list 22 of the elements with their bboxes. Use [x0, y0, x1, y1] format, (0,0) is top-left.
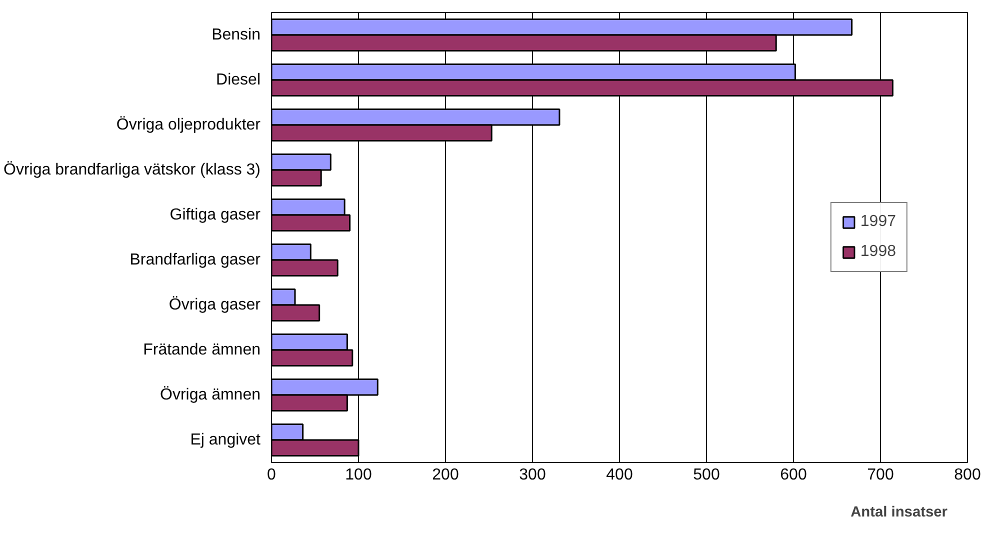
- x-tick-label: 400: [606, 466, 633, 484]
- y-tick-label: Ej angivet: [190, 432, 262, 448]
- legend-label: 1997: [860, 213, 896, 231]
- y-tick-label: Brandfarliga gaser: [130, 252, 262, 268]
- x-axis-title: Antal insatser: [850, 504, 948, 520]
- legend-label: 1998: [860, 243, 896, 261]
- x-tick-label: 100: [345, 466, 372, 484]
- y-tick-label: Giftiga gaser: [170, 206, 262, 224]
- y-tick-label: Bensin: [212, 26, 260, 44]
- x-tick-label: 600: [780, 466, 807, 484]
- x-tick-label: 500: [693, 466, 720, 484]
- y-tick-label: Övriga brandfarliga vätskor (klass 3): [4, 160, 260, 178]
- y-tick-label: Övriga oljeprodukter: [116, 116, 262, 134]
- y-tick-label: Frätande ämnen: [143, 342, 260, 358]
- x-tick-label: 300: [519, 466, 546, 484]
- x-tick-label: 0: [267, 466, 276, 484]
- x-tick-label: 700: [867, 466, 894, 484]
- x-tick-label: 800: [954, 466, 981, 484]
- y-tick-label: Övriga gaser: [168, 296, 262, 314]
- y-tick-label: Övriga ämnen: [160, 386, 261, 404]
- y-tick-label: Diesel: [216, 72, 261, 88]
- x-tick-label: 200: [432, 466, 459, 484]
